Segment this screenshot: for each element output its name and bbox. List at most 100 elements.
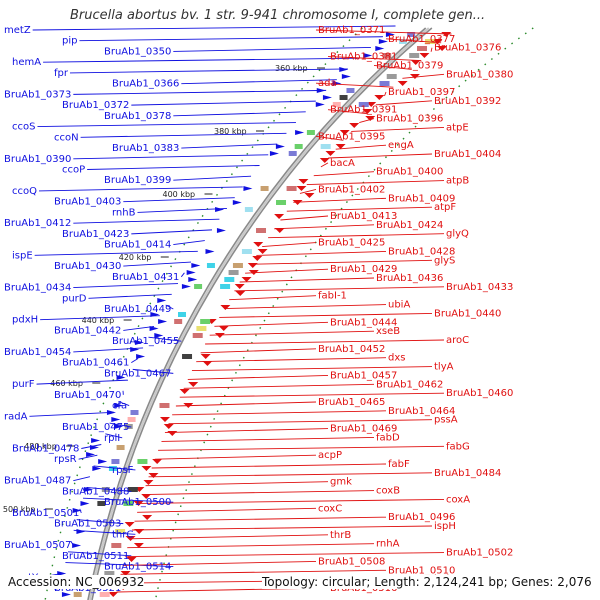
gene-block: [398, 39, 407, 44]
reverse-gene-arrow: [143, 480, 154, 485]
gene-label-BruAb1_0373: BruAb1_0373: [4, 89, 71, 100]
gene-label-BruAb1_0431: BruAb1_0431: [112, 272, 179, 283]
gene-block: [256, 228, 267, 233]
leader-line: [139, 498, 445, 504]
gene-block: [339, 95, 348, 100]
leader-line: [196, 357, 387, 363]
reverse-gene-arrow: [410, 60, 421, 65]
gene-label-fabI-1: fabI-1: [318, 291, 347, 302]
leader-line: [274, 224, 375, 230]
gene-label-BruAb1_0404: BruAb1_0404: [434, 149, 501, 160]
gene-label-BruAb1_0452: BruAb1_0452: [318, 344, 385, 355]
gene-label-glyS: glyS: [434, 255, 455, 266]
gene-label-BruAb1_0372: BruAb1_0372: [62, 100, 129, 111]
gene-label-BruAb1_0396: BruAb1_0396: [376, 114, 443, 125]
gene-label-BruAb1_0465: BruAb1_0465: [318, 397, 385, 408]
gene-label-BruAb1_0501: BruAb1_0501: [12, 508, 79, 519]
leader-line: [161, 436, 375, 442]
gene-block: [306, 130, 315, 135]
gene-label-ccoS: ccoS: [12, 122, 35, 133]
leader-line: [430, 47, 433, 52]
gene-block: [116, 445, 125, 450]
reverse-gene-arrow: [362, 109, 373, 114]
leader-line: [79, 508, 82, 514]
leader-line: [86, 486, 132, 492]
leader-line: [327, 109, 368, 115]
forward-gene-arrow: [215, 207, 225, 212]
gene-block: [332, 102, 341, 107]
reverse-gene-arrow: [349, 123, 360, 128]
leader-line: [313, 171, 375, 177]
gene-block: [379, 81, 390, 86]
leader-line: [123, 197, 235, 203]
leader-line: [359, 118, 375, 124]
kbp-tick-label: 440 kbp: [82, 316, 115, 325]
reverse-gene-arrow: [141, 494, 152, 499]
forward-gene-arrow: [243, 186, 253, 191]
reverse-gene-arrow: [437, 46, 448, 51]
gene-block: [178, 312, 187, 317]
leader-line: [69, 68, 348, 74]
gene-block: [358, 102, 369, 107]
gene-block: [127, 487, 138, 492]
kbp-tick-label: 420 kbp: [119, 253, 152, 262]
forward-gene-arrow: [72, 508, 82, 513]
gene-label-BruAb1_0433: BruAb1_0433: [446, 282, 513, 293]
gene-label-BruAb1_0442: BruAb1_0442: [54, 325, 121, 336]
leader-line: [131, 358, 139, 364]
forward-gene-arrow: [116, 375, 126, 380]
gene-label-rpsF: rpsF: [112, 465, 134, 476]
forward-gene-arrow: [72, 543, 82, 548]
gene-block: [232, 263, 243, 268]
forward-gene-arrow: [375, 46, 385, 51]
leader-line: [37, 122, 296, 128]
kbp-tick-label: 460 kbp: [50, 379, 83, 388]
gene-label-BruAb1_0470: BruAb1_0470: [54, 390, 121, 401]
backbone-arc: [91, 27, 433, 600]
leader-line: [219, 312, 433, 318]
gene-label-glyQ: glyQ: [446, 229, 469, 240]
forward-gene-arrow: [136, 354, 146, 359]
gene-label-BruAb1_0467: BruAb1_0467: [104, 368, 171, 379]
reverse-gene-arrow: [141, 466, 152, 471]
reverse-gene-arrow: [220, 305, 231, 310]
gene-label-ubiA: ubiA: [388, 300, 410, 311]
gene-label-BruAb1_0496: BruAb1_0496: [388, 512, 455, 523]
gene-block: [192, 333, 203, 338]
leader-line: [43, 57, 360, 63]
reverse-gene-arrow: [419, 53, 430, 58]
leader-line: [82, 497, 174, 503]
leader-line: [123, 261, 192, 267]
forward-gene-arrow: [191, 263, 201, 268]
leader-line: [214, 321, 329, 327]
tick-layer: 360 kbp 380 kbp 400 kbp 420 kbp 440 kbp 460 k…: [3, 64, 326, 514]
reverse-gene-arrow: [339, 130, 350, 135]
reverse-gene-arrow: [159, 417, 170, 422]
gene-label-fabF: fabF: [388, 459, 410, 470]
dotted-track: [44, 27, 363, 600]
leader-line: [173, 240, 205, 246]
gene-label-BruAb1_0383: BruAb1_0383: [112, 143, 179, 154]
leader-line: [315, 135, 344, 141]
reverse-gene-arrow: [296, 186, 307, 191]
gene-label-BruAb1_0508: BruAb1_0508: [318, 556, 385, 567]
leader-line: [142, 490, 375, 496]
leader-line: [245, 268, 329, 274]
reverse-gene-arrow: [214, 333, 225, 338]
leader-line: [148, 336, 182, 342]
gene-label-engA: engA: [388, 140, 414, 151]
gene-label-atpF: atpF: [434, 202, 456, 213]
leader-line: [262, 242, 317, 248]
leader-line: [105, 433, 123, 439]
kbp-tick-label: 500 kbp: [3, 505, 36, 514]
forward-gene-arrow: [232, 200, 242, 205]
gene-label-BruAb1_0376: BruAb1_0376: [434, 43, 501, 54]
gene-block: [137, 459, 148, 464]
gene-block: [320, 144, 331, 149]
gene-block: [294, 144, 303, 149]
leader-line: [402, 73, 445, 79]
gene-label-BruAb1_0487: BruAb1_0487: [4, 476, 71, 487]
backbone-arc: [87, 27, 427, 600]
reverse-gene-arrow: [202, 361, 213, 366]
